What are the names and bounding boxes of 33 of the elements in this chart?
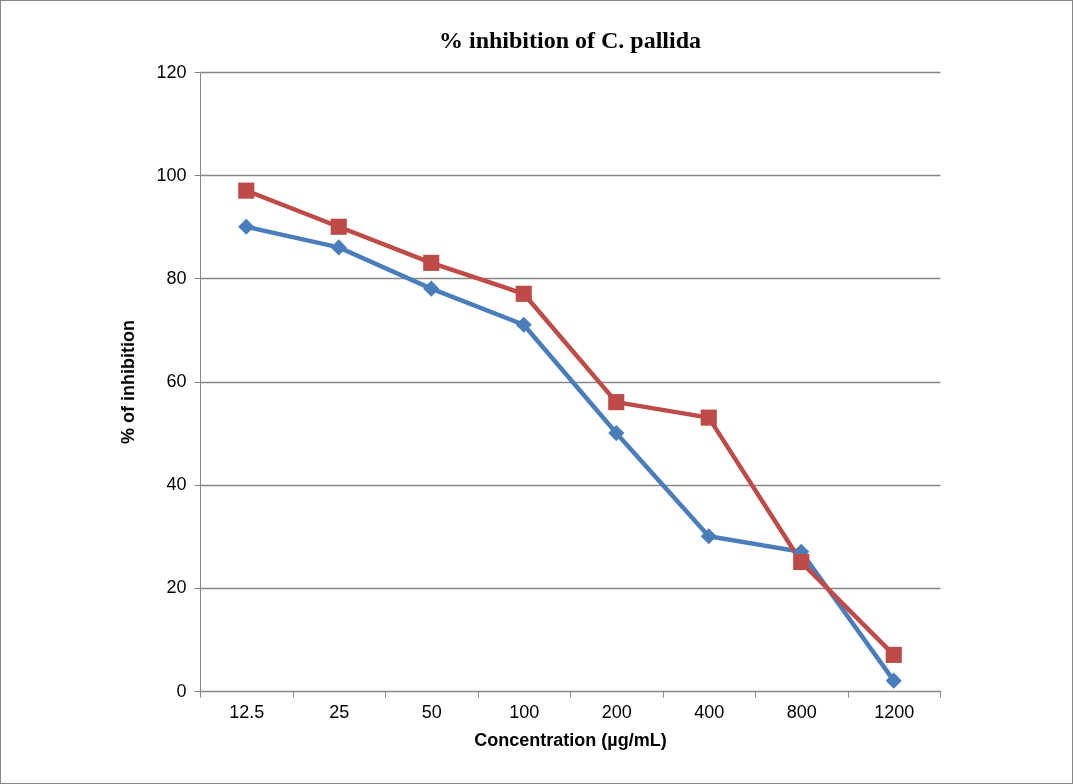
y-axis-title: % of inhibition: [118, 320, 139, 444]
point: [700, 528, 717, 545]
point: [700, 409, 717, 426]
point: [793, 553, 810, 571]
y-tick-label: 120: [156, 61, 187, 82]
x-tick-label: 50: [421, 701, 442, 722]
point: [608, 425, 625, 442]
x-tick-label: 800: [786, 701, 817, 722]
x-tick-label: 25: [329, 701, 350, 722]
point: [608, 394, 625, 411]
point: [515, 285, 532, 302]
point: [423, 280, 440, 297]
x-tick-label: 200: [601, 701, 632, 722]
y-tick-label: 0: [176, 680, 187, 701]
y-tick-label: 80: [166, 267, 187, 288]
x-tick-label: 1200: [874, 701, 915, 722]
point: [238, 182, 255, 199]
point: [238, 218, 255, 235]
y-tick-label: 60: [166, 371, 187, 391]
x-tick-label: 400: [694, 701, 725, 722]
point: [330, 218, 347, 235]
x-tick-label: 12.5: [229, 701, 265, 722]
point: [885, 646, 902, 663]
point: [330, 239, 347, 256]
point: [423, 254, 440, 271]
y-tick-label: 100: [156, 164, 187, 185]
y-tick-label: 40: [166, 474, 187, 495]
x-tick-label: 100: [509, 701, 540, 722]
point: [515, 316, 532, 333]
point: [885, 672, 902, 689]
x-axis-title: Concentration (µg/mL): [474, 729, 667, 750]
chart-title: % inhibition of C. pallida: [438, 27, 702, 53]
y-tick-label: 20: [166, 577, 187, 598]
